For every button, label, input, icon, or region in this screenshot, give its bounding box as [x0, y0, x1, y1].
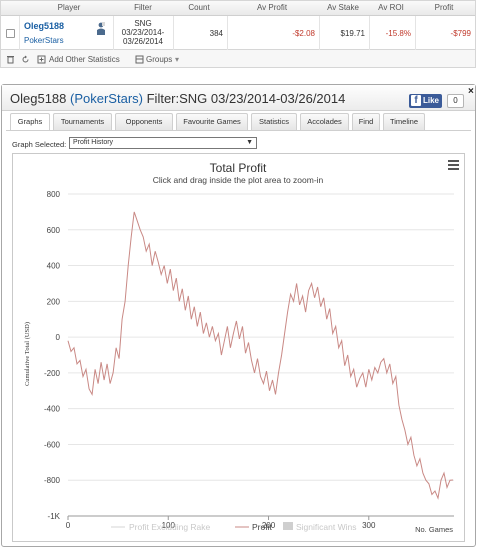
count-cell — [173, 16, 227, 50]
x-axis-ticks: 0 100 200 300 — [66, 515, 454, 530]
header-filter[interactable]: Filter — [134, 3, 152, 12]
dialog-titlebar[interactable]: Oleg5188 (PokerStars) Filter:SNG 03/23/2… — [2, 85, 475, 111]
av-roi-cell — [369, 16, 415, 50]
header-player[interactable]: Player — [57, 3, 81, 12]
av-stake-cell — [319, 16, 369, 50]
x-tick-label: 0 — [66, 521, 71, 530]
chart-subtitle: Click and drag inside the plot area to z… — [153, 175, 324, 185]
add-statistics-icon[interactable] — [37, 55, 46, 64]
y-tick-label: 200 — [47, 297, 61, 306]
title-player: Oleg5188 — [10, 91, 67, 106]
y-tick-label: 600 — [47, 226, 61, 235]
legend-label-profit: Profit — [252, 522, 272, 532]
count-value: 384 — [209, 29, 223, 38]
player-cell — [19, 16, 113, 50]
facebook-icon: f — [411, 95, 421, 106]
filter-cell — [113, 16, 173, 50]
tab-graphs[interactable]: Graphs — [10, 113, 50, 131]
x-tick-label: 200 — [262, 521, 276, 530]
title-filter: Filter:SNG 03/23/2014-03/26/2014 — [146, 91, 346, 106]
graph-select-value: Profit History — [73, 139, 114, 146]
chart-title: Total Profit — [210, 161, 267, 175]
add-statistics-button[interactable]: Add Other Statistics — [49, 55, 120, 64]
player-dialog: Oleg5188 (PokerStars) Filter:SNG 03/23/2… — [1, 84, 476, 547]
header-av-profit[interactable]: Av Profit — [256, 3, 288, 12]
y-tick-label: 800 — [47, 190, 61, 199]
legend-label-significant-wins: Significant Wins — [296, 522, 356, 532]
title-site-link[interactable]: (PokerStars) — [70, 91, 143, 106]
table-row[interactable]: Oleg5188 PokerStars SNG 03/23/2014- 03/2… — [1, 16, 475, 50]
player-site-link[interactable]: PokerStars — [24, 36, 64, 45]
grid-toolbar: Add Other Statistics Groups ▾ — [1, 51, 475, 68]
legend-label-excluding-rake: Profit Excluding Rake — [129, 522, 211, 532]
graph-selected-label: Graph Selected: — [12, 140, 67, 149]
filter-value: SNG 03/23/2014- 03/26/2014 — [114, 19, 172, 46]
player-name-link[interactable]: Oleg5188 — [24, 21, 65, 31]
like-label: Like — [423, 96, 440, 105]
header-av-roi[interactable]: Av ROI — [378, 3, 404, 12]
y-tick-label: -200 — [44, 369, 61, 378]
av-stake-value: $19.71 — [340, 29, 365, 38]
facebook-like-button[interactable]: f Like — [409, 94, 442, 108]
profit-chart[interactable]: Total Profit Click and drag inside the p… — [13, 154, 464, 541]
filter-line-2: 03/23/2014- — [121, 28, 165, 37]
header-av-stake[interactable]: Av Stake — [327, 3, 359, 12]
y-tick-label: -1K — [48, 512, 61, 521]
header-count[interactable]: Count — [188, 3, 210, 12]
y-tick-label: 0 — [56, 333, 61, 342]
y-tick-label: 400 — [47, 262, 61, 271]
tab-statistics[interactable]: Statistics — [251, 113, 297, 130]
chart-container[interactable]: Total Profit Click and drag inside the p… — [12, 153, 465, 542]
tab-favourite-games[interactable]: Favourite Games — [176, 113, 248, 130]
y-axis-label: Cumulative Total (USD) — [24, 322, 31, 386]
chart-menu-icon[interactable] — [448, 160, 459, 170]
y-axis-ticks: 800 600 400 200 0 -200 -400 -600 -800 -1K — [44, 190, 61, 521]
row-checkbox[interactable] — [6, 29, 15, 38]
chart-legend: Profit Excluding Rake Profit Significant W… — [111, 522, 356, 532]
close-icon[interactable]: × — [468, 86, 474, 97]
tab-accolades[interactable]: Accolades — [300, 113, 349, 130]
tab-divider — [6, 130, 471, 131]
av-profit-cell — [227, 16, 319, 50]
x-tick-label: 100 — [162, 521, 176, 530]
av-profit-value: -$2.08 — [292, 29, 315, 38]
profit-line — [67, 211, 454, 500]
dialog-title: Oleg5188 (PokerStars) Filter:SNG 03/23/2… — [10, 91, 345, 106]
tab-find[interactable]: Find — [352, 113, 380, 130]
stats-grid: Player Filter Count Av Profit Av Stake A… — [0, 0, 476, 68]
tab-timeline[interactable]: Timeline — [383, 113, 425, 130]
like-count: 0 — [447, 94, 464, 108]
tab-opponents[interactable]: Opponents — [115, 113, 173, 130]
profit-cell — [415, 16, 475, 50]
groups-chevron-icon[interactable]: ▾ — [175, 55, 180, 64]
x-axis-label: No. Games — [415, 525, 453, 534]
refresh-icon[interactable] — [21, 55, 30, 64]
groups-button[interactable]: Groups — [146, 55, 173, 64]
legend-swatch-significant-wins — [283, 522, 293, 530]
graph-select[interactable]: Profit History ▼ — [69, 137, 257, 149]
grid-header: Player Filter Count Av Profit Av Stake A… — [1, 1, 475, 16]
filter-line-1: SNG — [134, 19, 152, 28]
delete-icon[interactable] — [6, 55, 15, 64]
av-roi-value: -15.8% — [385, 29, 411, 38]
tab-tournaments[interactable]: Tournaments — [53, 113, 112, 130]
filter-line-3: 03/26/2014 — [122, 37, 164, 46]
y-tick-label: -800 — [44, 476, 61, 485]
x-tick-label: 300 — [362, 521, 376, 530]
profit-value: -$799 — [450, 29, 471, 38]
player-notes-icon[interactable] — [96, 22, 106, 36]
select-arrow-icon: ▼ — [246, 139, 253, 146]
y-tick-label: -400 — [44, 405, 61, 414]
chart-gridlines — [68, 193, 454, 517]
profit-series — [67, 211, 454, 500]
header-profit[interactable]: Profit — [434, 3, 454, 12]
groups-icon[interactable] — [135, 55, 144, 64]
y-tick-label: -600 — [44, 440, 61, 449]
